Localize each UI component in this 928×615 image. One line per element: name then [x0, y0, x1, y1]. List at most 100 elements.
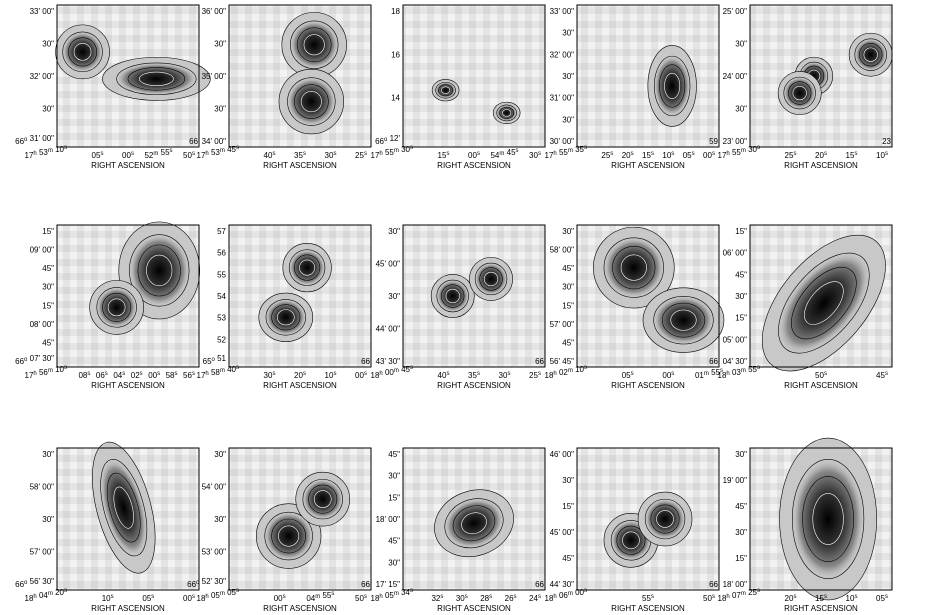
x-tick-label: 30s [325, 151, 337, 160]
y-tick-label: 30" [214, 40, 226, 49]
y-tick-label: 45' 00" [550, 528, 575, 537]
source [278, 68, 345, 135]
y-tick-label: 09' 00" [30, 246, 55, 255]
contour [299, 259, 316, 276]
x-tick-label: 18h 06m 00s [545, 588, 588, 603]
x-tick-label: 10s [846, 594, 858, 603]
y-tick-label: 15" [735, 314, 747, 323]
x-tick-label: 04s [113, 371, 125, 380]
x-axis-label: RIGHT ASCENSION [91, 604, 165, 613]
contour [137, 244, 181, 297]
x-tick-label: 52m 55s [144, 148, 172, 160]
source [295, 471, 350, 527]
y-tick-label: 15" [42, 301, 54, 310]
x-tick-label: 30s [456, 594, 468, 603]
y-tick-label: 52 [217, 335, 226, 344]
panel: 18 16 14 66o 12'17h 55m 30s 15s 00s 54m 45s 30s… [371, 4, 546, 170]
y-tick-label: 45" [562, 264, 574, 273]
panel: 33' 00" 30" 32' 00" 30" 66o 31' 00"17h 53m 1… [15, 4, 211, 170]
panel-frame [56, 447, 200, 591]
x-tick-label: 05s [142, 594, 154, 603]
source-image [792, 459, 864, 579]
contour [444, 498, 504, 549]
x-tick-label: 17h 55m 30s [718, 145, 761, 160]
x-tick-label: 18h 02m 10s [545, 365, 588, 380]
y-tick-label: 54 [217, 292, 226, 301]
y-tick-label: 66o 31' 00" [15, 134, 54, 146]
contour [438, 84, 453, 97]
corner-label: 66 [189, 137, 198, 146]
contour [271, 304, 301, 331]
y-tick-label: 33' 00" [30, 7, 55, 16]
x-tick-label: 05s [876, 594, 888, 603]
panel: 25' 00" 30" 24' 00" 30" 23' 00"17h 55m 30s 25… [718, 4, 893, 170]
panel-frame [749, 224, 893, 368]
panel: 33' 00" 30" 32' 00" 30" 31' 00" 30" 30' 00"17h… [545, 4, 720, 170]
x-tick-label: 26s [505, 594, 517, 603]
y-tick-label: 56' 45" [550, 357, 575, 366]
panel: 30" 19' 00" 45" 30" 15" 18' 00"18h 07m 25s 20s… [718, 437, 893, 613]
y-tick-label: 30" [562, 115, 574, 124]
contour [146, 254, 173, 287]
y-tick-label: 57 [217, 227, 226, 236]
y-tick-label: 45" [735, 502, 747, 511]
y-tick-label: 53' 00" [202, 548, 227, 557]
contour [474, 262, 508, 296]
y-tick-label: 66o 12' [375, 134, 400, 146]
x-tick-label: 10s [662, 151, 674, 160]
x-tick-label: 18h 05m 05s [197, 588, 240, 603]
y-tick-label: 44' 30" [550, 580, 575, 589]
source [492, 101, 521, 125]
contour [116, 62, 197, 96]
x-axis-label: RIGHT ASCENSION [611, 161, 685, 170]
contour [445, 288, 460, 304]
x-tick-label: 17h 55m 35s [545, 145, 588, 160]
source [430, 274, 475, 318]
contour [603, 237, 664, 298]
contour [859, 43, 883, 67]
contour [313, 490, 332, 508]
x-tick-label: 50s [183, 151, 195, 160]
x-axis-label: RIGHT ASCENSION [611, 381, 685, 390]
source [89, 280, 144, 335]
source [647, 45, 697, 127]
x-tick-label: 30s [499, 371, 511, 380]
contour [670, 309, 697, 331]
y-tick-label: 18' 00" [723, 580, 748, 589]
y-tick-label: 55 [217, 270, 226, 279]
y-tick-label: 04' 30" [723, 357, 748, 366]
x-tick-label: 08s [78, 371, 90, 380]
y-tick-label: 30" [562, 227, 574, 236]
y-tick-label: 44' 00" [376, 325, 401, 334]
source-image [100, 459, 147, 556]
x-tick-label: 15s [846, 151, 858, 160]
y-tick-label: 31' 00" [550, 94, 575, 103]
y-tick-label: 45" [388, 537, 400, 546]
contour [788, 81, 812, 105]
panel-background [403, 5, 545, 147]
contour [653, 295, 714, 345]
y-tick-label: 30" [42, 450, 54, 459]
y-tick-label: 65o 51 [203, 354, 227, 366]
x-tick-label: 17h 55m 30s [371, 145, 414, 160]
x-tick-label: 25s [785, 151, 797, 160]
x-tick-label: 00s [274, 594, 286, 603]
contour [303, 34, 325, 56]
x-tick-label: 05s [92, 151, 104, 160]
y-tick-label: 25' 00" [723, 7, 748, 16]
source [282, 243, 332, 293]
x-tick-label: 56s [183, 371, 195, 380]
y-tick-label: 19' 00" [723, 476, 748, 485]
y-tick-label: 54' 00" [202, 483, 227, 492]
y-tick-label: 08' 00" [30, 320, 55, 329]
contour [499, 106, 515, 119]
y-tick-label: 45' 00" [376, 260, 401, 269]
x-tick-label: 10s [876, 151, 888, 160]
x-axis-label: RIGHT ASCENSION [437, 381, 511, 390]
contour [620, 254, 647, 281]
y-tick-label: 34' 00" [202, 137, 227, 146]
contour [271, 518, 306, 554]
contour [68, 37, 98, 67]
contour [661, 302, 706, 338]
y-tick-label: 30" [388, 558, 400, 567]
